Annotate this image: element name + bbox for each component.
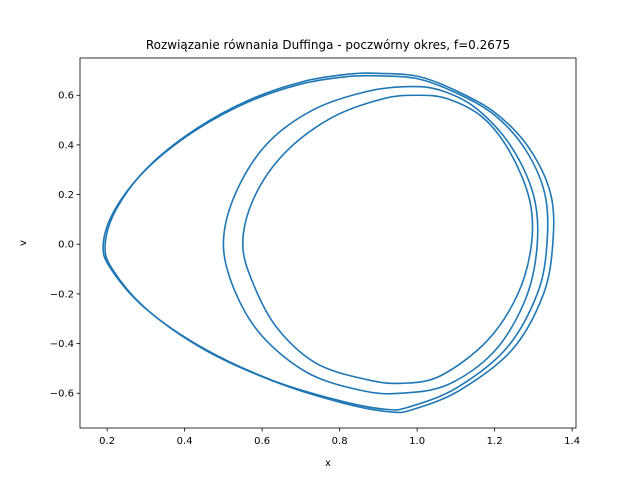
- x-axis: 0.2 0.4 0.6 0.8 1.0 1.2 1.4: [99, 428, 580, 447]
- plot-lines: [102, 72, 555, 414]
- y-tick-label: −0.2: [50, 289, 74, 300]
- series-line-4: [241, 94, 534, 385]
- series-line-1: [102, 74, 549, 411]
- x-tick-label: 0.4: [177, 436, 193, 447]
- series-line-3: [222, 85, 539, 395]
- y-axis: −0.6 −0.4 −0.2 0.0 0.2 0.4 0.6: [50, 91, 80, 400]
- chart-title: Rozwiązanie równania Duffinga - poczwórn…: [146, 38, 510, 52]
- x-tick-label: 0.6: [254, 436, 270, 447]
- y-tick-label: 0.6: [58, 91, 74, 102]
- y-tick-label: 0.2: [58, 190, 74, 201]
- y-tick-label: −0.4: [50, 339, 74, 350]
- plot-frame: [79, 57, 577, 429]
- x-tick-label: 0.2: [99, 436, 115, 447]
- y-tick-label: 0.4: [58, 140, 74, 151]
- x-tick-label: 1.2: [487, 436, 503, 447]
- y-axis-label: v: [18, 240, 29, 246]
- x-tick-label: 1.0: [409, 436, 425, 447]
- y-tick-label: 0.0: [58, 240, 74, 251]
- series-line-2: [104, 72, 555, 414]
- x-tick-label: 0.8: [332, 436, 348, 447]
- y-tick-label: −0.6: [50, 389, 74, 400]
- x-tick-label: 1.4: [564, 436, 580, 447]
- x-axis-label: x: [325, 458, 331, 469]
